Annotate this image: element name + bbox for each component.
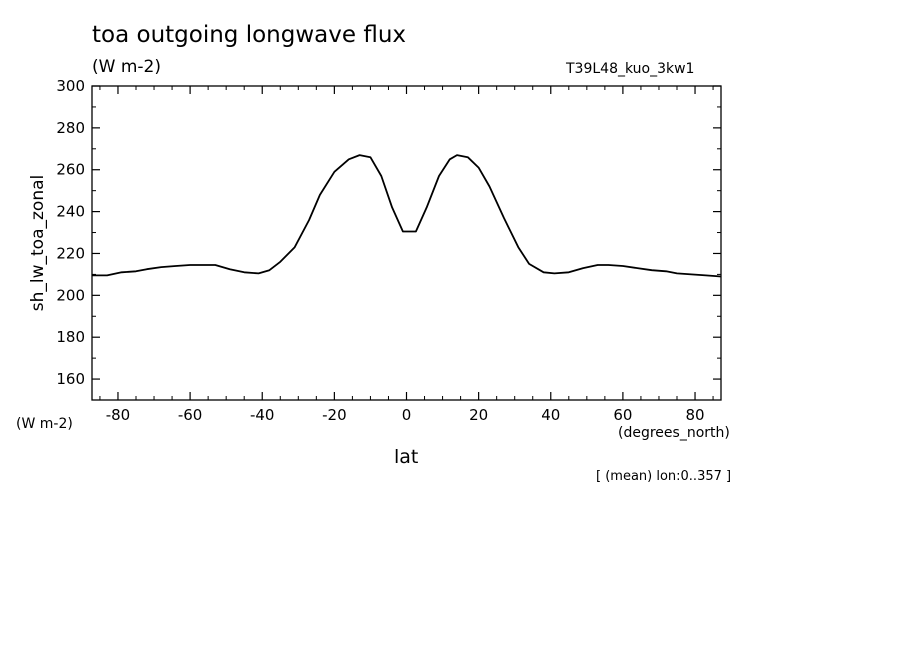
x-tick-label: 80 — [685, 406, 704, 424]
y-tick-label: 220 — [56, 244, 85, 262]
x-axis-units: (degrees_north) — [618, 425, 730, 441]
x-tick-label: -40 — [250, 406, 275, 424]
x-tick-label: -60 — [178, 406, 203, 424]
x-axis-label: lat — [394, 446, 419, 468]
chart-units: (W m-2) — [92, 57, 161, 77]
x-tick-label: -20 — [322, 406, 347, 424]
y-tick-label: 240 — [56, 203, 85, 221]
y-tick-label: 260 — [56, 161, 85, 179]
x-tick-label: 60 — [613, 406, 632, 424]
x-tick-label: -80 — [106, 406, 131, 424]
y-tick-label: 160 — [56, 370, 85, 388]
chart-title: toa outgoing longwave flux — [92, 22, 407, 48]
y-tick-label: 280 — [56, 119, 85, 137]
series-line — [92, 154, 722, 278]
y-axis-units: (W m-2) — [16, 416, 73, 432]
y-tick-label: 300 — [56, 77, 85, 95]
plot-frame — [91, 85, 722, 401]
x-tick-label: 20 — [469, 406, 488, 424]
x-tick-label: 0 — [402, 406, 412, 424]
x-tick-label: 40 — [541, 406, 560, 424]
y-tick-label: 180 — [56, 328, 85, 346]
y-tick-label: 200 — [56, 286, 85, 304]
averaging-note: [ (mean) lon:0..357 ] — [596, 469, 732, 484]
run-label: T39L48_kuo_3kw1 — [566, 61, 695, 77]
